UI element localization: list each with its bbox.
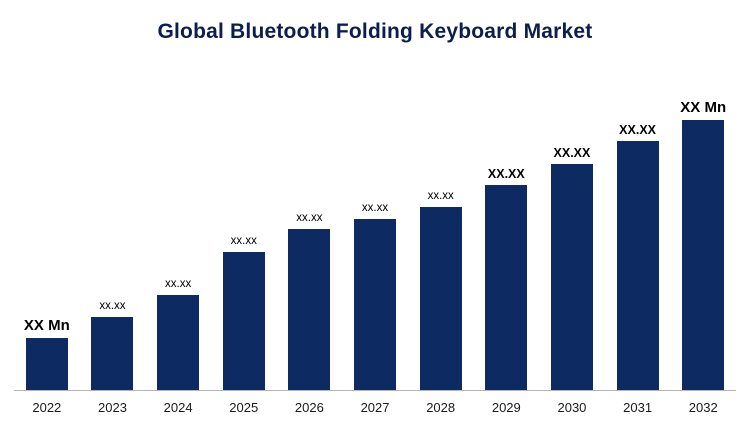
x-axis-label: 2024 (163, 400, 193, 415)
bar-value-label: XX.XX (553, 145, 591, 160)
bar-column: xx.xx (145, 60, 211, 390)
bar-value-label: XX.XX (619, 122, 656, 137)
plot-area: XX Mn xx.xx xx.xx xx.xx xx.xx xx.xx xx.xx XX.XX… (14, 60, 736, 415)
x-axis-label: 2027 (360, 400, 390, 415)
x-axis-label: 2031 (623, 400, 653, 415)
x-axis-label: 2029 (491, 400, 521, 415)
bar-column: xx.xx (211, 60, 277, 390)
bar-value-label: xx.xx (296, 211, 323, 224)
bar-column: xx.xx (408, 60, 474, 390)
x-axis-label: 2032 (688, 400, 718, 415)
bar (91, 317, 134, 390)
bar-column: xx.xx (80, 60, 146, 390)
bar-value-label: xx.xx (230, 234, 257, 247)
bar-column: XX.XX (539, 60, 605, 390)
bars-row: XX Mn xx.xx xx.xx xx.xx xx.xx xx.xx xx.xx XX.XX… (14, 60, 736, 390)
bar-column: xx.xx (277, 60, 343, 390)
x-axis-label: 2030 (557, 400, 587, 415)
x-axis-label: 2025 (229, 400, 259, 415)
bar (25, 338, 68, 390)
bar-column: XX Mn (670, 60, 736, 390)
bar (419, 207, 462, 390)
bar (550, 164, 593, 390)
bar-value-label: XX Mn (680, 99, 727, 116)
bar-column: xx.xx (342, 60, 408, 390)
bar (157, 295, 200, 390)
bar (288, 229, 331, 390)
x-axis-label: 2026 (294, 400, 324, 415)
x-axis-line (14, 390, 736, 391)
bar (682, 120, 725, 390)
bar-value-label: XX.XX (487, 166, 525, 181)
x-axis-label: 2023 (98, 400, 127, 415)
bar (222, 252, 265, 390)
bar-column: XX.XX (473, 60, 539, 390)
x-axis-label: 2028 (426, 400, 456, 415)
bar (485, 185, 528, 390)
bar-value-label: xx.xx (165, 277, 192, 290)
bar (616, 141, 659, 390)
bar-value-label: xx.xx (361, 201, 389, 214)
bar (354, 219, 397, 390)
bar-value-label: xx.xx (427, 189, 454, 202)
bar-column: XX Mn (14, 60, 80, 390)
bar-column: XX.XX (605, 60, 671, 390)
x-axis-label: 2022 (32, 400, 62, 415)
bar-value-label: XX Mn (23, 317, 70, 334)
bar-value-label: xx.xx (99, 299, 126, 312)
chart-title: Global Bluetooth Folding Keyboard Market (157, 20, 593, 43)
x-axis-labels: 2022 2023 2024 2025 2026 2027 2028 2029 2030 2031… (14, 400, 736, 415)
